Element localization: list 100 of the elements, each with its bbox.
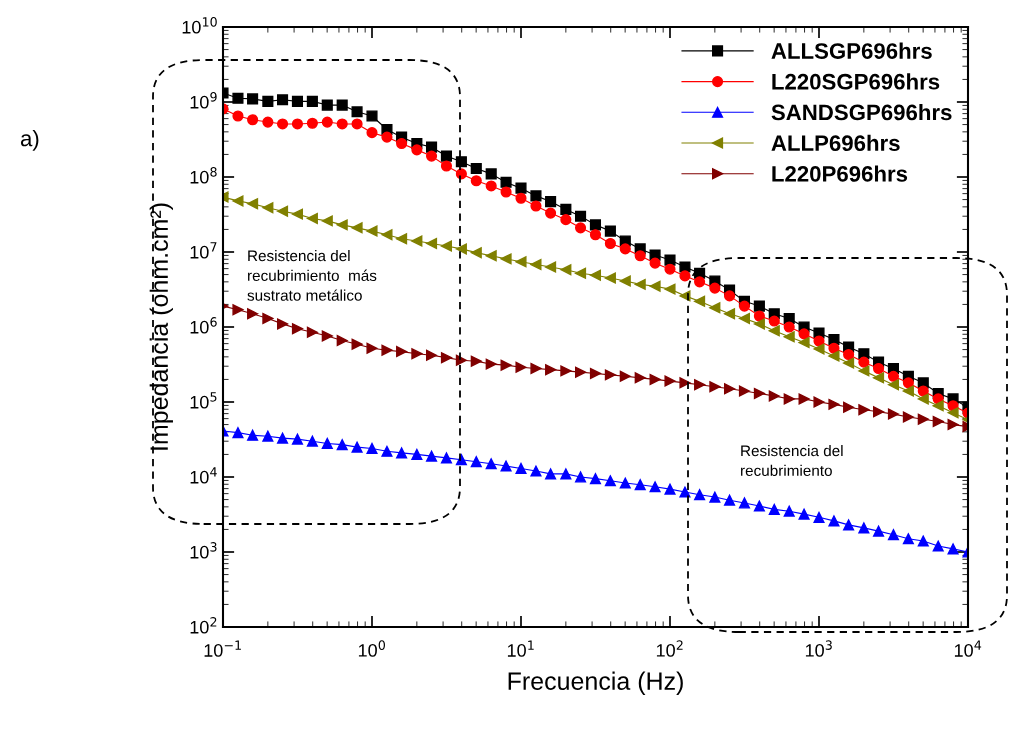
point (798, 393, 810, 405)
point (634, 250, 646, 262)
point (440, 160, 453, 172)
point (902, 533, 914, 545)
point (276, 118, 289, 130)
point (440, 240, 453, 252)
point (545, 207, 557, 219)
point (828, 398, 840, 410)
point (768, 503, 780, 515)
point (947, 407, 959, 419)
point (321, 330, 333, 342)
point (515, 192, 527, 204)
point (768, 315, 780, 327)
point (276, 432, 289, 444)
point (425, 349, 438, 361)
point (694, 276, 706, 288)
point (709, 381, 721, 393)
point (545, 364, 557, 376)
x-tick-label: 10$^{4}$ (954, 640, 982, 657)
x-axis-title: Frecuencia (Hz) (508, 671, 683, 695)
point (366, 127, 378, 139)
point (828, 334, 840, 346)
point (574, 471, 587, 483)
point (738, 385, 751, 397)
point (425, 237, 438, 250)
point (843, 357, 855, 369)
point (753, 310, 765, 322)
point (411, 448, 423, 460)
point (738, 312, 751, 325)
point (694, 489, 706, 501)
point (351, 106, 363, 118)
point (604, 237, 616, 250)
point (738, 300, 751, 312)
point (723, 308, 736, 320)
y-tick-label: 10$^{8}$ (190, 167, 217, 184)
point (485, 358, 497, 370)
point (917, 385, 929, 397)
point (306, 212, 318, 225)
point (768, 325, 780, 337)
point (530, 465, 542, 477)
point (291, 208, 304, 220)
point (485, 250, 497, 262)
point (872, 406, 885, 418)
point (515, 256, 527, 268)
point (709, 491, 721, 503)
point (798, 328, 810, 340)
point (858, 365, 870, 377)
point (470, 456, 482, 468)
point (321, 99, 333, 111)
point (604, 225, 616, 237)
point (470, 355, 482, 367)
point (574, 366, 587, 378)
point (872, 372, 885, 384)
point (589, 473, 602, 485)
point (336, 334, 348, 347)
point (455, 156, 467, 168)
point (560, 214, 572, 226)
point (828, 350, 840, 362)
point (753, 500, 765, 512)
point (485, 180, 497, 192)
point (381, 344, 393, 356)
point (351, 118, 363, 130)
point (560, 365, 572, 377)
point (694, 379, 706, 391)
point (813, 343, 825, 355)
point (396, 233, 408, 245)
point (351, 338, 363, 350)
point (291, 433, 304, 445)
point (902, 411, 914, 423)
point (679, 261, 691, 273)
point (947, 419, 959, 431)
point (932, 540, 944, 552)
point (917, 413, 929, 425)
point (232, 92, 244, 104)
point (530, 259, 542, 271)
point (262, 430, 274, 442)
point (887, 529, 900, 541)
point (291, 118, 304, 130)
point (321, 215, 333, 227)
point (247, 114, 259, 126)
x-tick-label: 10$^{2}$ (656, 640, 683, 657)
point (262, 312, 274, 325)
x-tick-label: 10$^{0}$ (358, 640, 386, 657)
point (753, 318, 765, 330)
point (276, 205, 289, 217)
point (843, 348, 855, 361)
point (619, 370, 631, 382)
point (440, 352, 453, 364)
point (500, 176, 512, 188)
point (306, 95, 318, 107)
point (604, 272, 616, 284)
y-tick-label: 10$^{5}$ (190, 392, 217, 409)
point (828, 342, 840, 354)
point (291, 323, 304, 335)
point (887, 379, 900, 391)
point (381, 445, 393, 457)
point (232, 195, 244, 207)
point (351, 222, 363, 234)
point (455, 168, 467, 180)
point (723, 494, 736, 506)
